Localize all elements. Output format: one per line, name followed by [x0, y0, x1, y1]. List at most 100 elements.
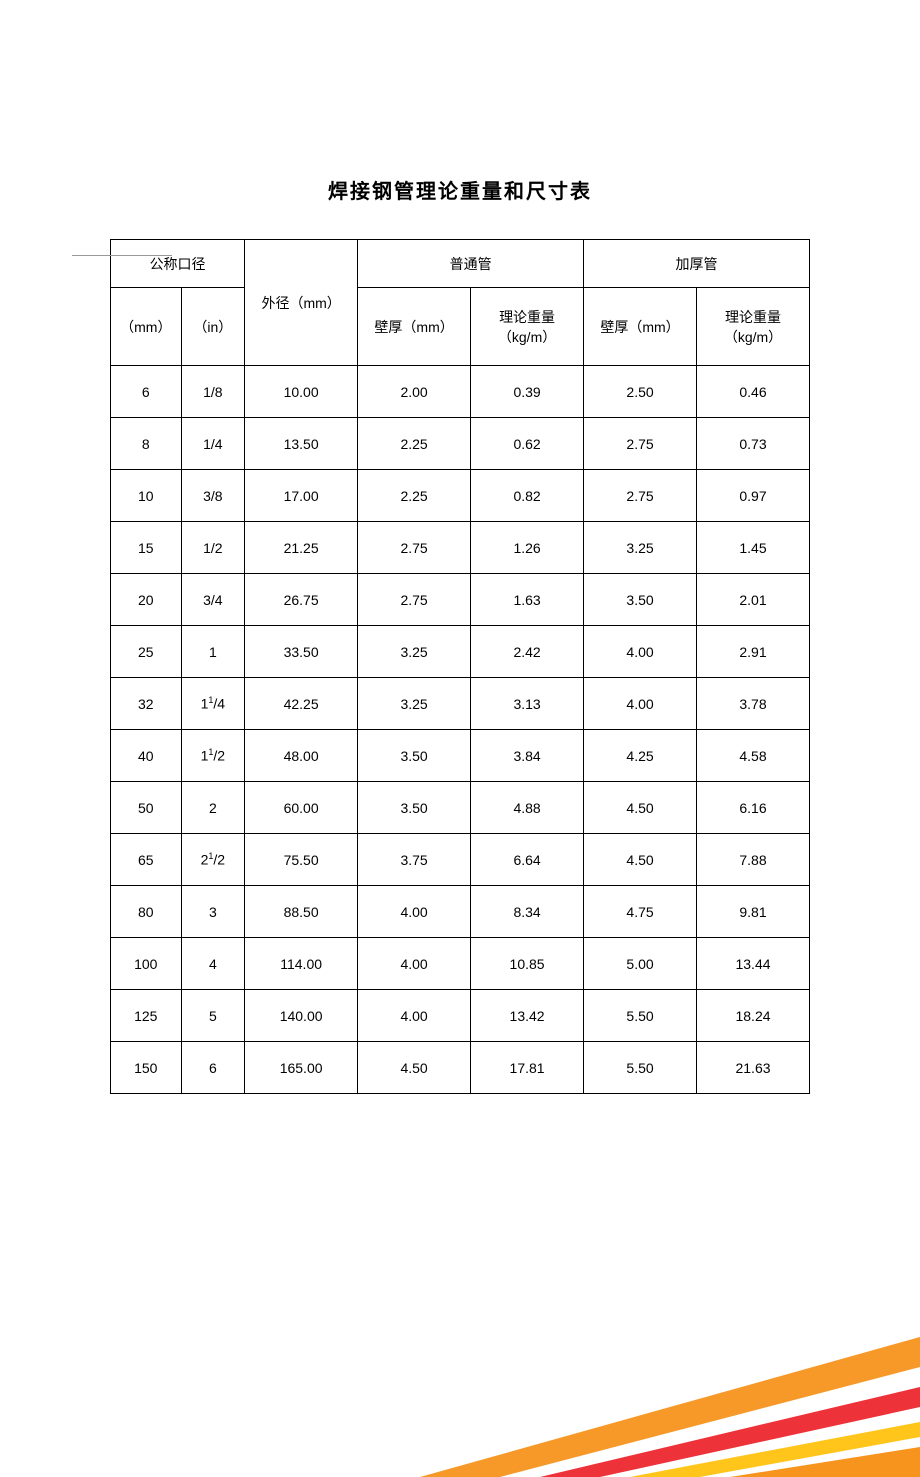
- cell-mm: 65: [111, 834, 182, 886]
- cell-thick-wall: 5.50: [584, 990, 697, 1042]
- cell-thick-wall: 5.50: [584, 1042, 697, 1094]
- cell-normal-wall: 3.25: [358, 678, 471, 730]
- cell-normal-weight: 13.42: [471, 990, 584, 1042]
- cell-thick-weight: 0.46: [697, 366, 810, 418]
- header-mm: （mm）: [111, 288, 182, 366]
- cell-od: 33.50: [245, 626, 358, 678]
- cell-in: 3/8: [181, 470, 245, 522]
- table-container: 公称口径 外径（mm） 普通管 加厚管 （mm） （in） 壁厚（mm） 理论重…: [110, 239, 810, 1094]
- table-row: 3211/442.253.253.134.003.78: [111, 678, 810, 730]
- cell-normal-weight: 8.34: [471, 886, 584, 938]
- cell-normal-weight: 0.82: [471, 470, 584, 522]
- cell-in: 4: [181, 938, 245, 990]
- cell-normal-wall: 4.00: [358, 990, 471, 1042]
- cell-thick-weight: 18.24: [697, 990, 810, 1042]
- table-row: 1004114.004.0010.855.0013.44: [111, 938, 810, 990]
- cell-thick-wall: 4.25: [584, 730, 697, 782]
- table-row: 203/426.752.751.633.502.01: [111, 574, 810, 626]
- header-od: 外径（mm）: [245, 240, 358, 366]
- cell-od: 165.00: [245, 1042, 358, 1094]
- cell-thick-weight: 2.01: [697, 574, 810, 626]
- cell-normal-weight: 3.13: [471, 678, 584, 730]
- cell-mm: 15: [111, 522, 182, 574]
- cell-in: 3/4: [181, 574, 245, 626]
- cell-thick-wall: 2.75: [584, 470, 697, 522]
- cell-normal-weight: 1.63: [471, 574, 584, 626]
- cell-thick-weight: 0.73: [697, 418, 810, 470]
- cell-normal-wall: 3.75: [358, 834, 471, 886]
- cell-mm: 40: [111, 730, 182, 782]
- cell-in: 1/4: [181, 418, 245, 470]
- cell-mm: 125: [111, 990, 182, 1042]
- table-row: 1255140.004.0013.425.5018.24: [111, 990, 810, 1042]
- cell-thick-wall: 2.75: [584, 418, 697, 470]
- cell-normal-wall: 3.50: [358, 730, 471, 782]
- cell-normal-weight: 0.39: [471, 366, 584, 418]
- cell-thick-weight: 1.45: [697, 522, 810, 574]
- table-row: 151/221.252.751.263.251.45: [111, 522, 810, 574]
- cell-od: 48.00: [245, 730, 358, 782]
- header-thick-weight: 理论重量（kg/m）: [697, 288, 810, 366]
- cell-in: 1/2: [181, 522, 245, 574]
- cell-normal-wall: 2.25: [358, 470, 471, 522]
- cell-normal-wall: 3.50: [358, 782, 471, 834]
- cell-mm: 10: [111, 470, 182, 522]
- table-row: 25133.503.252.424.002.91: [111, 626, 810, 678]
- cell-normal-weight: 17.81: [471, 1042, 584, 1094]
- cell-in: 3: [181, 886, 245, 938]
- cell-od: 17.00: [245, 470, 358, 522]
- cell-mm: 8: [111, 418, 182, 470]
- cell-mm: 6: [111, 366, 182, 418]
- table-row: 81/413.502.250.622.750.73: [111, 418, 810, 470]
- cell-normal-weight: 2.42: [471, 626, 584, 678]
- cell-normal-wall: 4.00: [358, 938, 471, 990]
- cell-thick-wall: 2.50: [584, 366, 697, 418]
- cell-thick-weight: 6.16: [697, 782, 810, 834]
- cell-in: 5: [181, 990, 245, 1042]
- cell-od: 42.25: [245, 678, 358, 730]
- header-in: （in）: [181, 288, 245, 366]
- cell-in: 2: [181, 782, 245, 834]
- cell-in: 21/2: [181, 834, 245, 886]
- cell-in: 6: [181, 1042, 245, 1094]
- cell-thick-wall: 3.50: [584, 574, 697, 626]
- cell-od: 26.75: [245, 574, 358, 626]
- header-normal-wall: 壁厚（mm）: [358, 288, 471, 366]
- cell-mm: 50: [111, 782, 182, 834]
- cell-thick-weight: 21.63: [697, 1042, 810, 1094]
- cell-thick-weight: 3.78: [697, 678, 810, 730]
- table-row: 103/817.002.250.822.750.97: [111, 470, 810, 522]
- table-row: 50260.003.504.884.506.16: [111, 782, 810, 834]
- cell-thick-weight: 4.58: [697, 730, 810, 782]
- cell-normal-wall: 2.75: [358, 574, 471, 626]
- table-row: 80388.504.008.344.759.81: [111, 886, 810, 938]
- header-rule: [72, 255, 172, 256]
- cell-in: 1/8: [181, 366, 245, 418]
- cell-thick-weight: 13.44: [697, 938, 810, 990]
- header-thick: 加厚管: [584, 240, 810, 288]
- cell-thick-wall: 4.50: [584, 834, 697, 886]
- cell-in: 11/2: [181, 730, 245, 782]
- header-normal: 普通管: [358, 240, 584, 288]
- cell-od: 10.00: [245, 366, 358, 418]
- cell-thick-weight: 9.81: [697, 886, 810, 938]
- cell-od: 88.50: [245, 886, 358, 938]
- cell-od: 75.50: [245, 834, 358, 886]
- pipe-spec-table: 公称口径 外径（mm） 普通管 加厚管 （mm） （in） 壁厚（mm） 理论重…: [110, 239, 810, 1094]
- cell-thick-wall: 3.25: [584, 522, 697, 574]
- cell-od: 60.00: [245, 782, 358, 834]
- cell-od: 140.00: [245, 990, 358, 1042]
- cell-thick-weight: 7.88: [697, 834, 810, 886]
- footer-decoration: [0, 1277, 920, 1477]
- cell-normal-weight: 0.62: [471, 418, 584, 470]
- table-row: 6521/275.503.756.644.507.88: [111, 834, 810, 886]
- cell-normal-wall: 2.25: [358, 418, 471, 470]
- cell-mm: 80: [111, 886, 182, 938]
- cell-normal-wall: 4.50: [358, 1042, 471, 1094]
- cell-normal-wall: 2.00: [358, 366, 471, 418]
- cell-normal-wall: 2.75: [358, 522, 471, 574]
- cell-mm: 25: [111, 626, 182, 678]
- cell-normal-weight: 6.64: [471, 834, 584, 886]
- page-title: 焊接钢管理论重量和尺寸表: [0, 175, 920, 204]
- cell-normal-weight: 10.85: [471, 938, 584, 990]
